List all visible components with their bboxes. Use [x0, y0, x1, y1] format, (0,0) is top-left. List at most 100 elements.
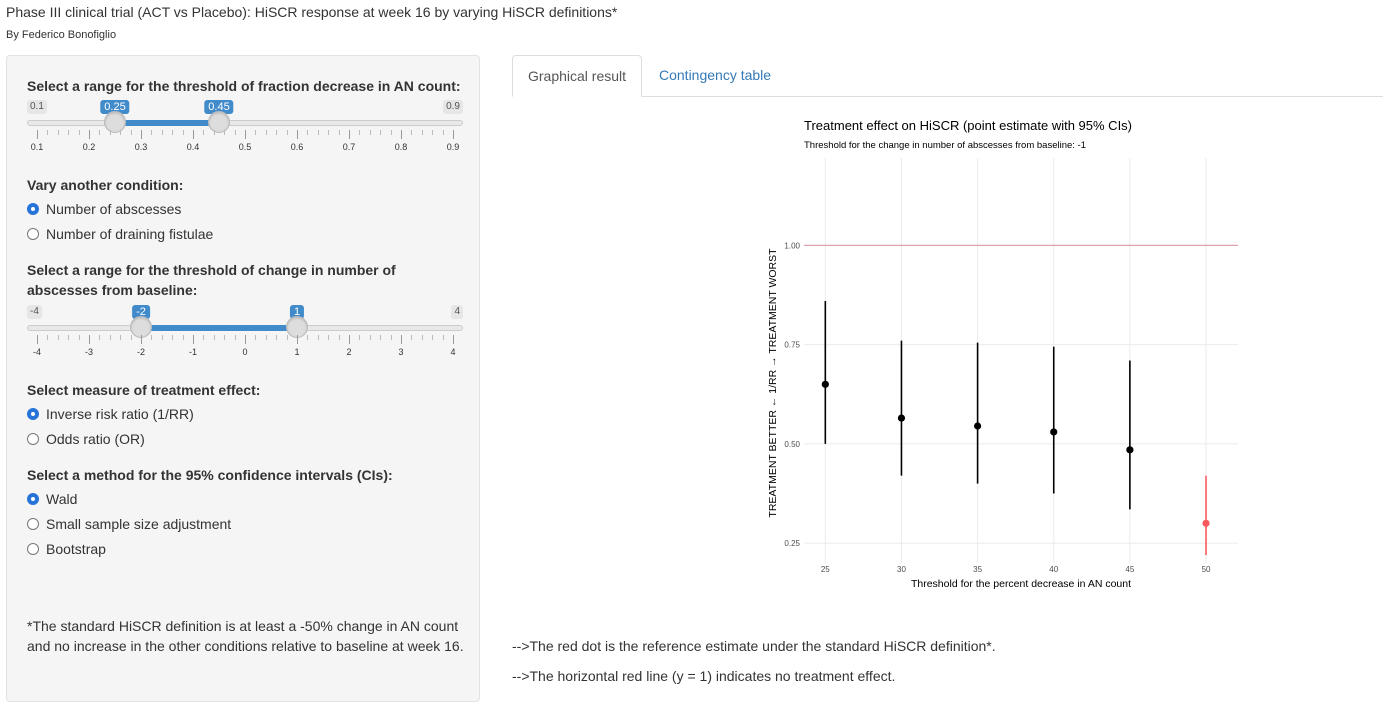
slider1-tick-label: 0.8 — [394, 142, 408, 152]
slider2-tick — [245, 335, 246, 344]
slider1-tick — [224, 130, 226, 135]
abscess-change-slider[interactable]: -4 4 -2 1 -4 -3 -2 -1 0 1 2 3 4 — [27, 305, 463, 365]
app-title: Phase III clinical trial (ACT vs Placebo… — [6, 4, 618, 20]
slider1-tick — [141, 130, 142, 139]
radio-odds-ratio[interactable]: Odds ratio (OR) — [27, 431, 145, 447]
slider2-tick — [328, 335, 330, 340]
slider1-track[interactable] — [27, 120, 463, 126]
slider1-tick-label: 0.4 — [186, 142, 200, 152]
slider2-tick — [68, 335, 70, 340]
fraction-decrease-slider[interactable]: 0.1 0.9 0.25 0.45 0.1 0.2 0.3 0.4 0.5 0.6 0.7 0.8 0.… — [27, 100, 463, 160]
slider1-tick — [57, 130, 59, 135]
slider2-tick — [99, 335, 101, 340]
slider1-tick-label: 0.9 — [446, 142, 460, 152]
slider2-tick — [203, 335, 205, 340]
slider1-tick-label: 0.7 — [342, 142, 356, 152]
radio-number-of-abscesses[interactable]: Number of abscesses — [27, 201, 181, 217]
radio-unselected-icon[interactable] — [27, 228, 39, 240]
slider1-tick — [286, 130, 288, 135]
slider2-tick-label: -3 — [84, 347, 94, 357]
radio-label: Number of abscesses — [46, 201, 182, 217]
slider1-tick — [421, 130, 423, 135]
measure-label: Select measure of treatment effect: — [27, 382, 261, 398]
slider2-tick — [37, 335, 38, 344]
radio-selected-icon[interactable] — [27, 203, 39, 215]
slider1-to-handle[interactable] — [208, 111, 230, 133]
slider1-tick — [37, 130, 38, 139]
slider1-tick — [89, 130, 90, 139]
slider1-tick — [442, 130, 444, 135]
slider2-tick — [89, 335, 90, 344]
note-red-line: -->The horizontal red line (y = 1) indic… — [512, 668, 896, 684]
slider2-tick — [255, 335, 257, 340]
slider2-tick — [390, 335, 392, 340]
slider2-tick — [359, 335, 361, 340]
radio-small-sample[interactable]: Small sample size adjustment — [27, 516, 231, 532]
chart-title: Treatment effect on HiSCR (point estimat… — [804, 118, 1132, 133]
slider2-tick — [338, 335, 340, 340]
slider1-from-handle[interactable] — [104, 111, 126, 133]
radio-wald[interactable]: Wald — [27, 491, 77, 507]
slider2-tick — [213, 335, 215, 340]
slider2-tick — [369, 335, 371, 340]
slider2-selected-range[interactable] — [141, 325, 297, 331]
slider1-tick-label: 0.6 — [290, 142, 304, 152]
slider2-ticks — [27, 335, 463, 345]
radio-unselected-icon[interactable] — [27, 543, 39, 555]
slider2-tick — [109, 335, 111, 340]
slider2-tick-label: 1 — [294, 347, 300, 357]
slider1-tick — [453, 130, 454, 139]
slider2-tick — [297, 335, 298, 344]
slider2-tick-label: -1 — [188, 347, 198, 357]
slider2-to-value: 1 — [289, 305, 305, 319]
slider2-tick — [47, 335, 49, 340]
radio-unselected-icon[interactable] — [27, 518, 39, 530]
slider2-tick-label: -2 — [136, 347, 146, 357]
radio-selected-icon[interactable] — [27, 408, 39, 420]
radio-label: Bootstrap — [46, 541, 106, 557]
slider2-tick-label: 3 — [398, 347, 404, 357]
slider2-min-label: -4 — [27, 305, 42, 319]
slider1-label: Select a range for the threshold of frac… — [27, 78, 461, 94]
tab-graphical-result[interactable]: Graphical result — [512, 55, 643, 97]
treatment-effect-chart: Treatment effect on HiSCR (point estimat… — [767, 118, 1238, 590]
slider1-tick — [349, 130, 350, 139]
slider1-tick — [317, 130, 319, 135]
point-estimate — [821, 380, 829, 388]
slider2-tick — [401, 335, 402, 344]
radio-unselected-icon[interactable] — [27, 433, 39, 445]
x-tick-label: 45 — [1125, 565, 1134, 574]
slider1-tick — [161, 130, 163, 135]
x-axis-label: Threshold for the percent decrease in AN… — [911, 578, 1131, 590]
slider1-tick — [338, 130, 340, 135]
slider1-tick — [172, 130, 174, 135]
slider1-tick — [390, 130, 392, 135]
slider2-tick — [151, 335, 153, 340]
slider1-tick — [151, 130, 153, 135]
slider1-tick — [203, 130, 205, 135]
slider2-tick — [432, 335, 434, 340]
slider1-from-value: 0.25 — [100, 100, 130, 114]
y-tick-label: 1.00 — [784, 241, 800, 250]
slider1-tick — [328, 130, 330, 135]
radio-selected-icon[interactable] — [27, 493, 39, 505]
x-tick-label: 25 — [821, 565, 830, 574]
slider2-tick — [442, 335, 444, 340]
slider1-selected-range[interactable] — [115, 120, 219, 126]
slider1-tick — [245, 130, 246, 139]
radio-inverse-risk-ratio[interactable]: Inverse risk ratio (1/RR) — [27, 406, 194, 422]
slider2-tick-label: -4 — [32, 347, 42, 357]
y-axis-label: TREATMENT BETTER ← 1/RR → TREATMENT WORS… — [767, 248, 779, 518]
chart-subtitle: Threshold for the change in number of ab… — [804, 140, 1086, 151]
slider2-tick — [57, 335, 59, 340]
slider2-tick — [411, 335, 413, 340]
slider1-tick — [359, 130, 361, 135]
slider1-tick — [380, 130, 382, 135]
slider1-tick — [182, 130, 184, 135]
radio-number-of-draining-fistulae[interactable]: Number of draining fistulae — [27, 226, 213, 242]
slider2-tick — [286, 335, 288, 340]
radio-bootstrap[interactable]: Bootstrap — [27, 541, 106, 557]
tab-contingency-table[interactable]: Contingency table — [659, 67, 772, 83]
radio-label: Wald — [46, 491, 78, 507]
slider1-tick — [307, 130, 309, 135]
